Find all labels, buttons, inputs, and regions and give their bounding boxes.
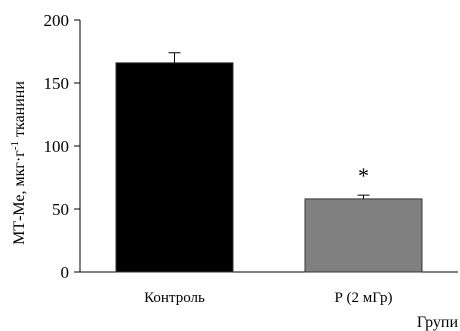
- significance-marker: *: [358, 163, 369, 188]
- y-tick-label: 0: [61, 263, 70, 282]
- y-axis-title: МТ-Ме, мкг·г-1 тканини: [9, 81, 28, 245]
- y-tick-label: 100: [44, 137, 70, 156]
- y-tick-label: 50: [52, 200, 69, 219]
- bar: [304, 198, 423, 273]
- bar: [115, 62, 234, 273]
- category-label: Р (2 мГр): [334, 290, 392, 306]
- y-axis-title-tail: тканини: [11, 81, 28, 141]
- y-tick-label: 200: [44, 11, 70, 30]
- y-axis-title-superscript: -1: [9, 141, 21, 150]
- y-tick-label: 150: [44, 74, 70, 93]
- category-label: Контроль: [144, 290, 205, 306]
- x-axis-title: Групи: [417, 314, 459, 331]
- y-axis-title-main: МТ-Ме, мкг·г: [11, 150, 28, 245]
